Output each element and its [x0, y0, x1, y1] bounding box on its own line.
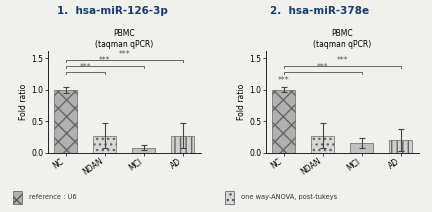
- Text: PBMC
(taqman qPCR): PBMC (taqman qPCR): [95, 29, 153, 49]
- Text: ***: ***: [278, 76, 289, 85]
- Bar: [133, 148, 155, 153]
- Bar: [311, 136, 334, 153]
- Text: 1.  hsa-miR-126-3p: 1. hsa-miR-126-3p: [57, 6, 168, 16]
- Text: ***: ***: [79, 63, 91, 72]
- Y-axis label: Fold ratio: Fold ratio: [19, 84, 29, 120]
- Text: PBMC
(taqman qPCR): PBMC (taqman qPCR): [313, 29, 372, 49]
- Bar: [390, 140, 412, 153]
- Bar: [54, 90, 77, 153]
- Text: one way-ANOVA, post-tukeys: one way-ANOVA, post-tukeys: [241, 194, 337, 200]
- Bar: [93, 136, 116, 153]
- Bar: [273, 90, 295, 153]
- Bar: [350, 143, 373, 153]
- Text: reference : U6: reference : U6: [29, 194, 76, 200]
- Y-axis label: Fold ratio: Fold ratio: [238, 84, 246, 120]
- Text: ***: ***: [337, 56, 348, 65]
- Text: ***: ***: [118, 50, 130, 59]
- Text: ***: ***: [317, 63, 329, 72]
- Text: 2.  hsa-miR-378e: 2. hsa-miR-378e: [270, 6, 369, 16]
- Text: ***: ***: [99, 56, 111, 65]
- Bar: [172, 136, 194, 153]
